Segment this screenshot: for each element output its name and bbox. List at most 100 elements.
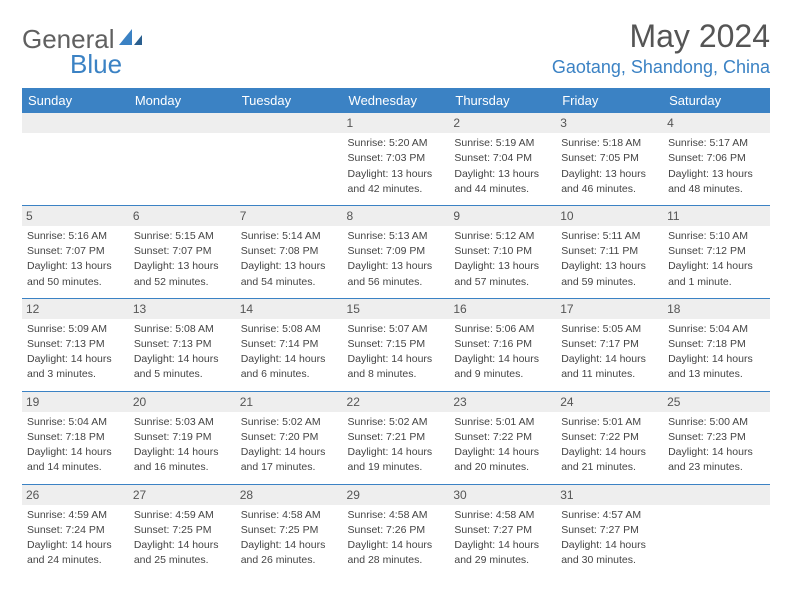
info-line: Sunset: 7:21 PM [348,430,445,444]
info-line: and 59 minutes. [561,275,658,289]
sail-icon [118,27,144,49]
info-line: Sunrise: 5:02 AM [241,415,338,429]
day-number: 19 [22,392,129,412]
day-number: 29 [343,485,450,505]
day-cell [22,113,129,205]
info-line: Sunset: 7:04 PM [454,151,551,165]
day-cell: 9Sunrise: 5:12 AMSunset: 7:10 PMDaylight… [449,205,556,298]
info-line: Sunset: 7:16 PM [454,337,551,351]
info-line: Daylight: 13 hours [134,259,231,273]
day-number: 14 [236,299,343,319]
day-number: 22 [343,392,450,412]
week-row: 5 Sunrise: 5:16 AMSunset: 7:07 PMDaylight… [22,205,770,298]
day-cell: 29Sunrise: 4:58 AMSunset: 7:26 PMDayligh… [343,484,450,576]
day-number: 18 [663,299,770,319]
month-title: May 2024 [552,18,770,55]
day-info: Sunrise: 5:15 AMSunset: 7:07 PMDaylight:… [134,229,231,289]
info-line: and 28 minutes. [348,553,445,567]
day-cell: 27Sunrise: 4:59 AMSunset: 7:25 PMDayligh… [129,484,236,576]
day-number: 17 [556,299,663,319]
day-cell [129,113,236,205]
day-cell: 24Sunrise: 5:01 AMSunset: 7:22 PMDayligh… [556,391,663,484]
info-line: Sunset: 7:23 PM [668,430,765,444]
day-number-empty [663,485,770,505]
info-line: Sunset: 7:25 PM [134,523,231,537]
info-line: Sunrise: 5:01 AM [561,415,658,429]
info-line: Sunrise: 4:59 AM [27,508,124,522]
info-line: Daylight: 14 hours [454,538,551,552]
day-cell: 21Sunrise: 5:02 AMSunset: 7:20 PMDayligh… [236,391,343,484]
day-number: 2 [449,113,556,133]
col-thursday: Thursday [449,88,556,113]
info-line: and 30 minutes. [561,553,658,567]
info-line: Daylight: 14 hours [241,352,338,366]
info-line: and 44 minutes. [454,182,551,196]
location-text: Gaotang, Shandong, China [552,57,770,78]
day-info: Sunrise: 4:58 AMSunset: 7:25 PMDaylight:… [241,508,338,568]
info-line: Daylight: 13 hours [348,167,445,181]
col-monday: Monday [129,88,236,113]
info-line: Daylight: 14 hours [668,259,765,273]
info-line: Sunset: 7:26 PM [348,523,445,537]
info-line: and 48 minutes. [668,182,765,196]
info-line: Daylight: 14 hours [348,352,445,366]
info-line: Sunrise: 5:08 AM [241,322,338,336]
day-info: Sunrise: 5:04 AMSunset: 7:18 PMDaylight:… [27,415,124,475]
day-cell: 1Sunrise: 5:20 AMSunset: 7:03 PMDaylight… [343,113,450,205]
info-line: Sunset: 7:14 PM [241,337,338,351]
info-line: Daylight: 13 hours [561,167,658,181]
info-line: and 6 minutes. [241,367,338,381]
day-number: 23 [449,392,556,412]
day-cell: 12Sunrise: 5:09 AMSunset: 7:13 PMDayligh… [22,298,129,391]
day-info: Sunrise: 5:10 AMSunset: 7:12 PMDaylight:… [668,229,765,289]
day-info: Sunrise: 5:16 AMSunset: 7:07 PMDaylight:… [27,229,124,289]
info-line: and 13 minutes. [668,367,765,381]
day-number: 24 [556,392,663,412]
day-number-empty [129,113,236,133]
day-number: 15 [343,299,450,319]
info-line: and 46 minutes. [561,182,658,196]
info-line: Daylight: 14 hours [561,538,658,552]
info-line: Sunset: 7:24 PM [27,523,124,537]
info-line: and 26 minutes. [241,553,338,567]
day-cell [236,113,343,205]
info-line: and 50 minutes. [27,275,124,289]
day-info: Sunrise: 5:12 AMSunset: 7:10 PMDaylight:… [454,229,551,289]
info-line: Sunrise: 5:08 AM [134,322,231,336]
info-line: Daylight: 13 hours [668,167,765,181]
info-line: and 25 minutes. [134,553,231,567]
day-cell: 20Sunrise: 5:03 AMSunset: 7:19 PMDayligh… [129,391,236,484]
day-number: 5 [22,206,129,226]
info-line: Daylight: 13 hours [454,259,551,273]
day-info: Sunrise: 5:11 AMSunset: 7:11 PMDaylight:… [561,229,658,289]
info-line: Daylight: 14 hours [27,352,124,366]
info-line: Sunset: 7:27 PM [561,523,658,537]
day-cell: 3Sunrise: 5:18 AMSunset: 7:05 PMDaylight… [556,113,663,205]
info-line: Sunrise: 4:59 AM [134,508,231,522]
day-info: Sunrise: 5:03 AMSunset: 7:19 PMDaylight:… [134,415,231,475]
info-line: Daylight: 14 hours [348,538,445,552]
day-cell: 18Sunrise: 5:04 AMSunset: 7:18 PMDayligh… [663,298,770,391]
day-info: Sunrise: 5:18 AMSunset: 7:05 PMDaylight:… [561,136,658,196]
info-line: Sunset: 7:25 PM [241,523,338,537]
day-cell: 2Sunrise: 5:19 AMSunset: 7:04 PMDaylight… [449,113,556,205]
info-line: Sunrise: 5:14 AM [241,229,338,243]
day-number-empty [22,113,129,133]
info-line: Daylight: 14 hours [27,538,124,552]
info-line: Sunrise: 5:13 AM [348,229,445,243]
day-cell: 15Sunrise: 5:07 AMSunset: 7:15 PMDayligh… [343,298,450,391]
info-line: Sunrise: 5:11 AM [561,229,658,243]
day-cell: 23Sunrise: 5:01 AMSunset: 7:22 PMDayligh… [449,391,556,484]
info-line: Daylight: 14 hours [561,445,658,459]
info-line: and 3 minutes. [27,367,124,381]
info-line: and 11 minutes. [561,367,658,381]
info-line: Sunrise: 5:02 AM [348,415,445,429]
info-line: Sunset: 7:12 PM [668,244,765,258]
info-line: Sunset: 7:15 PM [348,337,445,351]
day-info: Sunrise: 4:59 AMSunset: 7:24 PMDaylight:… [27,508,124,568]
info-line: Sunset: 7:07 PM [27,244,124,258]
calendar-table: Sunday Monday Tuesday Wednesday Thursday… [22,88,770,576]
day-number: 31 [556,485,663,505]
info-line: Daylight: 14 hours [241,445,338,459]
info-line: Sunrise: 5:15 AM [134,229,231,243]
